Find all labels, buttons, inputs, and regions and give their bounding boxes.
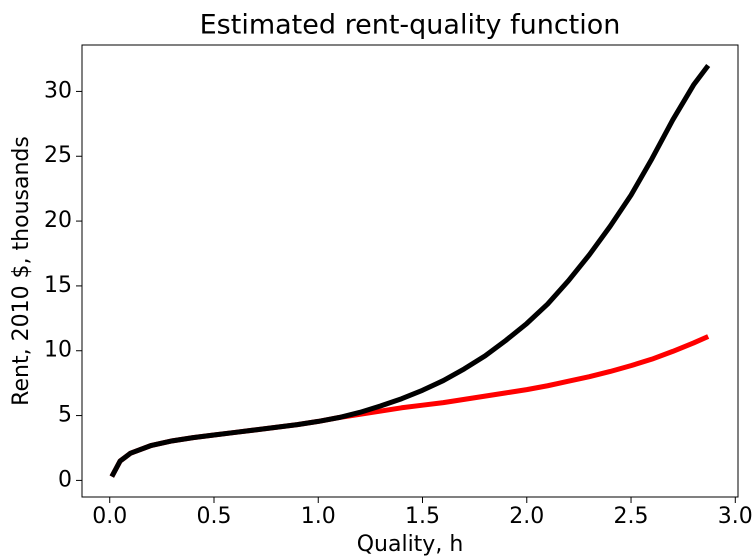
- x-axis-label: Quality, h: [357, 532, 464, 557]
- x-tick-label: 2.5: [614, 504, 649, 529]
- y-tick-label: 20: [44, 208, 72, 233]
- line-series: [109, 63, 711, 478]
- x-tick-label: 0.5: [196, 504, 231, 529]
- y-tick-label: 0: [58, 467, 72, 492]
- x-tick-label: 1.5: [405, 504, 440, 529]
- y-tick-label: 10: [44, 338, 72, 363]
- chart-title: Estimated rent-quality function: [200, 10, 621, 41]
- line-series: [109, 334, 710, 478]
- plot-frame: [81, 44, 739, 498]
- x-tick-label: 0.0: [92, 504, 127, 529]
- y-tick-label: 5: [58, 403, 72, 428]
- y-axis-label: Rent, 2010 $, thousands: [9, 136, 34, 406]
- x-tick-label: 2.0: [509, 504, 544, 529]
- x-tick-label: 1.0: [301, 504, 336, 529]
- y-tick-label: 15: [44, 273, 72, 298]
- y-tick-label: 25: [44, 143, 72, 168]
- y-tick-label: 30: [44, 78, 72, 103]
- x-tick-label: 3.0: [718, 504, 753, 529]
